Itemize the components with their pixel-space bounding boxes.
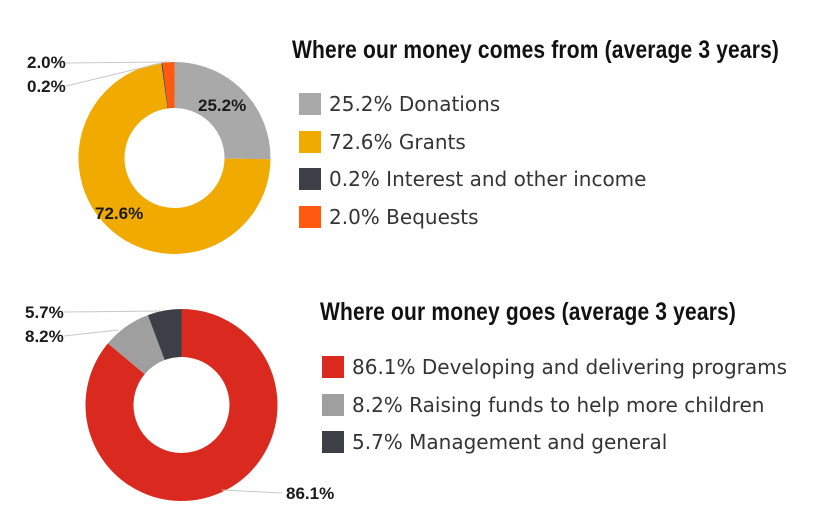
income-chart-title: Where our money comes from (average 3 ye… xyxy=(292,36,780,64)
expense-slice-developing-and-delivering-programs xyxy=(85,309,278,502)
income-legend-swatch xyxy=(299,92,321,115)
expense-slice-management-and-general xyxy=(147,309,182,361)
income-legend-swatch xyxy=(299,168,321,191)
income-slice-interest-and-other-income xyxy=(161,62,169,109)
expense-slice-label: 5.7% xyxy=(25,303,64,322)
expense-chart-title: Where our money goes (average 3 years) xyxy=(320,298,737,326)
income-leader-line xyxy=(65,62,163,87)
expense-legend-swatch xyxy=(322,355,344,378)
income-slice-label: 0.2% xyxy=(27,77,66,96)
income-legend-swatch xyxy=(299,205,321,228)
income-legend-label: 72.6% Grants xyxy=(329,129,466,154)
expense-slice-label: 86.1% xyxy=(286,484,334,503)
income-legend-swatch xyxy=(299,130,321,153)
income-slice-label: 25.2% xyxy=(198,96,246,115)
income-legend-label: 2.0% Bequests xyxy=(329,204,479,229)
income-legend-item: 2.0% Bequests xyxy=(299,198,646,236)
income-legend-label: 25.2% Donations xyxy=(329,91,501,116)
expense-leader-line xyxy=(221,489,283,494)
expense-legend-swatch xyxy=(322,393,344,416)
income-legend-label: 0.2% Interest and other income xyxy=(329,167,647,192)
income-legend-item: 25.2% Donations xyxy=(299,85,646,123)
expense-slice-label: 8.2% xyxy=(25,327,64,346)
income-slice-grants xyxy=(78,62,271,254)
expense-legend-swatch xyxy=(322,431,344,454)
expense-legend-label: 5.7% Management and general xyxy=(352,430,668,455)
income-slice-bequests xyxy=(162,62,175,109)
expense-legend-item: 8.2% Raising funds to help more children xyxy=(322,386,787,424)
expense-legend: 86.1% Developing and delivering programs… xyxy=(322,348,787,461)
income-slice-label: 72.6% xyxy=(95,204,143,223)
income-legend-item: 72.6% Grants xyxy=(299,123,646,161)
income-slice-donations xyxy=(174,62,271,160)
expense-leader-line xyxy=(63,329,119,337)
expense-legend-item: 86.1% Developing and delivering programs xyxy=(322,348,787,386)
income-slice-label: 2.0% xyxy=(27,53,66,72)
income-legend-item: 0.2% Interest and other income xyxy=(299,160,646,198)
income-leader-line xyxy=(65,61,171,64)
income-legend: 25.2% Donations 72.6% Grants 0.2% Interest… xyxy=(299,85,646,236)
expense-legend-label: 8.2% Raising funds to help more children xyxy=(352,392,765,417)
expense-slice-raising-funds-to-help-more-children xyxy=(107,315,165,375)
income-donut-chart: 25.2% 72.6% 0.2% 2.0% xyxy=(27,53,271,254)
expense-leader-line xyxy=(63,310,161,313)
expense-donut-chart: 86.1% 8.2% 5.7% xyxy=(25,303,334,503)
expense-legend-label: 86.1% Developing and delivering programs xyxy=(352,354,788,379)
expense-legend-item: 5.7% Management and general xyxy=(322,423,787,461)
